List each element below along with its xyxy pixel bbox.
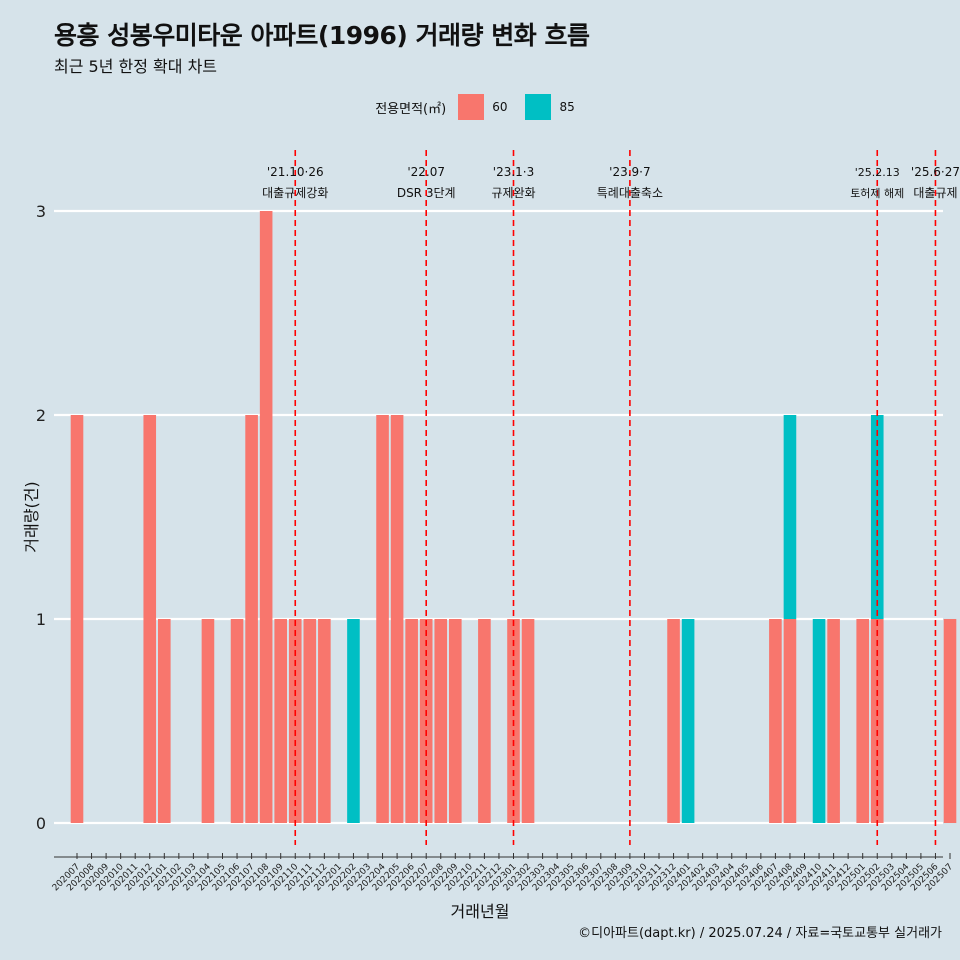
bar-60-202205 — [390, 415, 404, 823]
bar-60-202204 — [376, 415, 389, 823]
legend-title: 전용면적(㎡) — [375, 101, 447, 117]
bar-60-202112 — [318, 619, 331, 823]
annotation-label: 토허제 해제 — [850, 186, 904, 200]
annotation-label: 대출규제 — [913, 186, 957, 200]
bar-60-202206 — [405, 619, 418, 823]
bar-60-202211 — [478, 619, 491, 823]
legend-label-85: 85 — [559, 100, 575, 114]
bar-85-202401 — [681, 619, 695, 823]
annotation-date: '23.9·7 — [609, 165, 650, 179]
source-caption: ©디아파트(dapt.kr) / 2025.07.24 / 자료=국토교통부 실… — [578, 926, 942, 941]
y-tick-label: 0 — [36, 814, 46, 833]
annotation-date: '22.07 — [407, 165, 445, 179]
bar-60-202111 — [303, 619, 317, 823]
y-tick-label: 2 — [36, 406, 46, 425]
y-tick-label: 3 — [36, 202, 46, 221]
bar-60-202312 — [667, 619, 680, 823]
bar-60-202007 — [70, 415, 84, 823]
annotation-label: DSR 3단계 — [397, 186, 456, 200]
bar-85-202408 — [783, 415, 797, 619]
annotation-date: '25.2.13 — [855, 166, 900, 179]
annotation-label: 대출규제강화 — [262, 186, 328, 200]
bar-60-202411 — [827, 619, 840, 823]
bar-60-202101 — [158, 619, 171, 823]
bar-85-202202 — [347, 619, 360, 823]
legend-label-60: 60 — [492, 100, 508, 114]
legend-key-85 — [525, 94, 552, 120]
annotation-label: 특례대출축소 — [597, 186, 663, 200]
annotation-label: 규제완화 — [491, 186, 535, 200]
y-tick-label: 1 — [36, 610, 46, 629]
bar-60-202408 — [783, 619, 797, 823]
bar-60-202104 — [201, 619, 215, 823]
bar-60-202507 — [943, 619, 957, 823]
x-axis-label: 거래년월 — [450, 902, 510, 921]
bar-60-202109 — [274, 619, 287, 823]
bar-60-202107 — [245, 415, 258, 823]
legend: 전용면적(㎡) 60 85 — [0, 94, 960, 120]
bar-60-202302 — [521, 619, 535, 823]
bar-60-202108 — [259, 211, 273, 823]
annotation-date: '25.6·27 — [911, 165, 960, 179]
annotation-date: '23.1·3 — [493, 165, 534, 179]
bar-85-202502 — [870, 415, 884, 619]
bar-85-202410 — [812, 619, 826, 823]
annotation-date: '21.10·26 — [267, 165, 324, 179]
bar-60-202012 — [143, 415, 157, 823]
legend-key-60 — [458, 94, 485, 120]
bar-60-202106 — [230, 619, 244, 823]
chart-title: 용흥 성봉우미타운 아파트(1996) 거래량 변화 흐름 — [54, 21, 590, 50]
y-axis-label: 거래량(건) — [22, 481, 41, 553]
bar-60-202407 — [769, 619, 782, 823]
bar-60-202208 — [434, 619, 448, 823]
chart-subtitle: 최근 5년 한정 확대 차트 — [54, 57, 218, 76]
bar-60-202209 — [449, 619, 462, 823]
bar-60-202501 — [856, 619, 869, 823]
